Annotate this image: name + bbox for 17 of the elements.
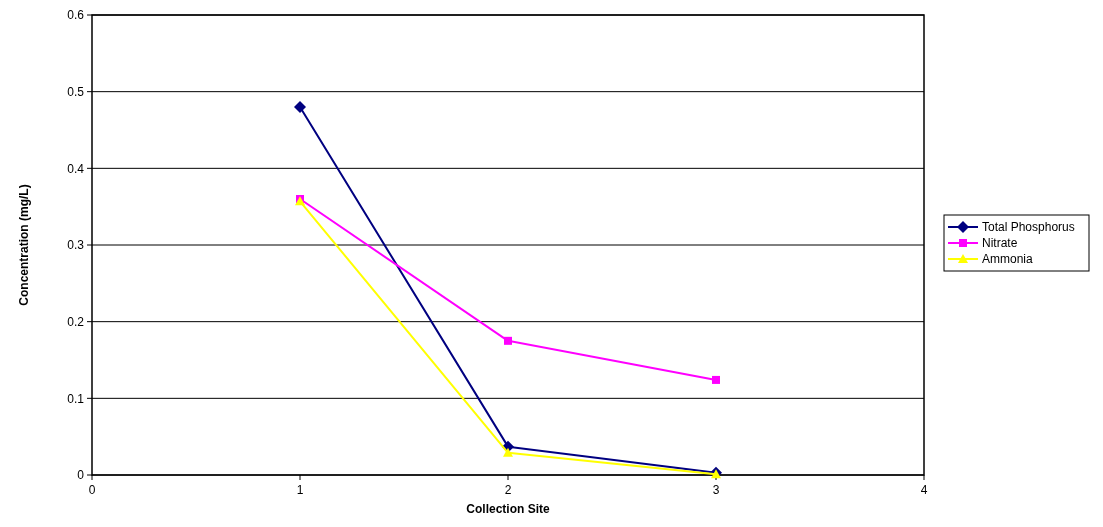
legend-label: Ammonia bbox=[982, 252, 1034, 267]
legend-label: Total Phosphorus bbox=[982, 220, 1075, 235]
y-tick-label: 0.6 bbox=[67, 8, 85, 23]
y-tick-label: 0 bbox=[77, 468, 85, 483]
y-tick-label: 0.3 bbox=[67, 238, 85, 253]
y-tick-label: 0.5 bbox=[67, 84, 85, 99]
x-tick-label: 3 bbox=[712, 483, 720, 497]
y-tick-label: 0.4 bbox=[67, 161, 85, 176]
legend-label: Nitrate bbox=[982, 236, 1018, 251]
x-tick-label: 4 bbox=[920, 483, 928, 497]
y-axis-title: Concentration (mg/L) bbox=[17, 184, 31, 306]
y-tick-label: 0.1 bbox=[67, 391, 85, 406]
x-tick-label: 0 bbox=[88, 483, 96, 497]
x-tick-label: 1 bbox=[296, 483, 304, 497]
y-tick-label: 0.2 bbox=[67, 314, 85, 329]
x-axis-title: Collection Site bbox=[466, 502, 550, 516]
x-tick-label: 2 bbox=[504, 483, 512, 497]
